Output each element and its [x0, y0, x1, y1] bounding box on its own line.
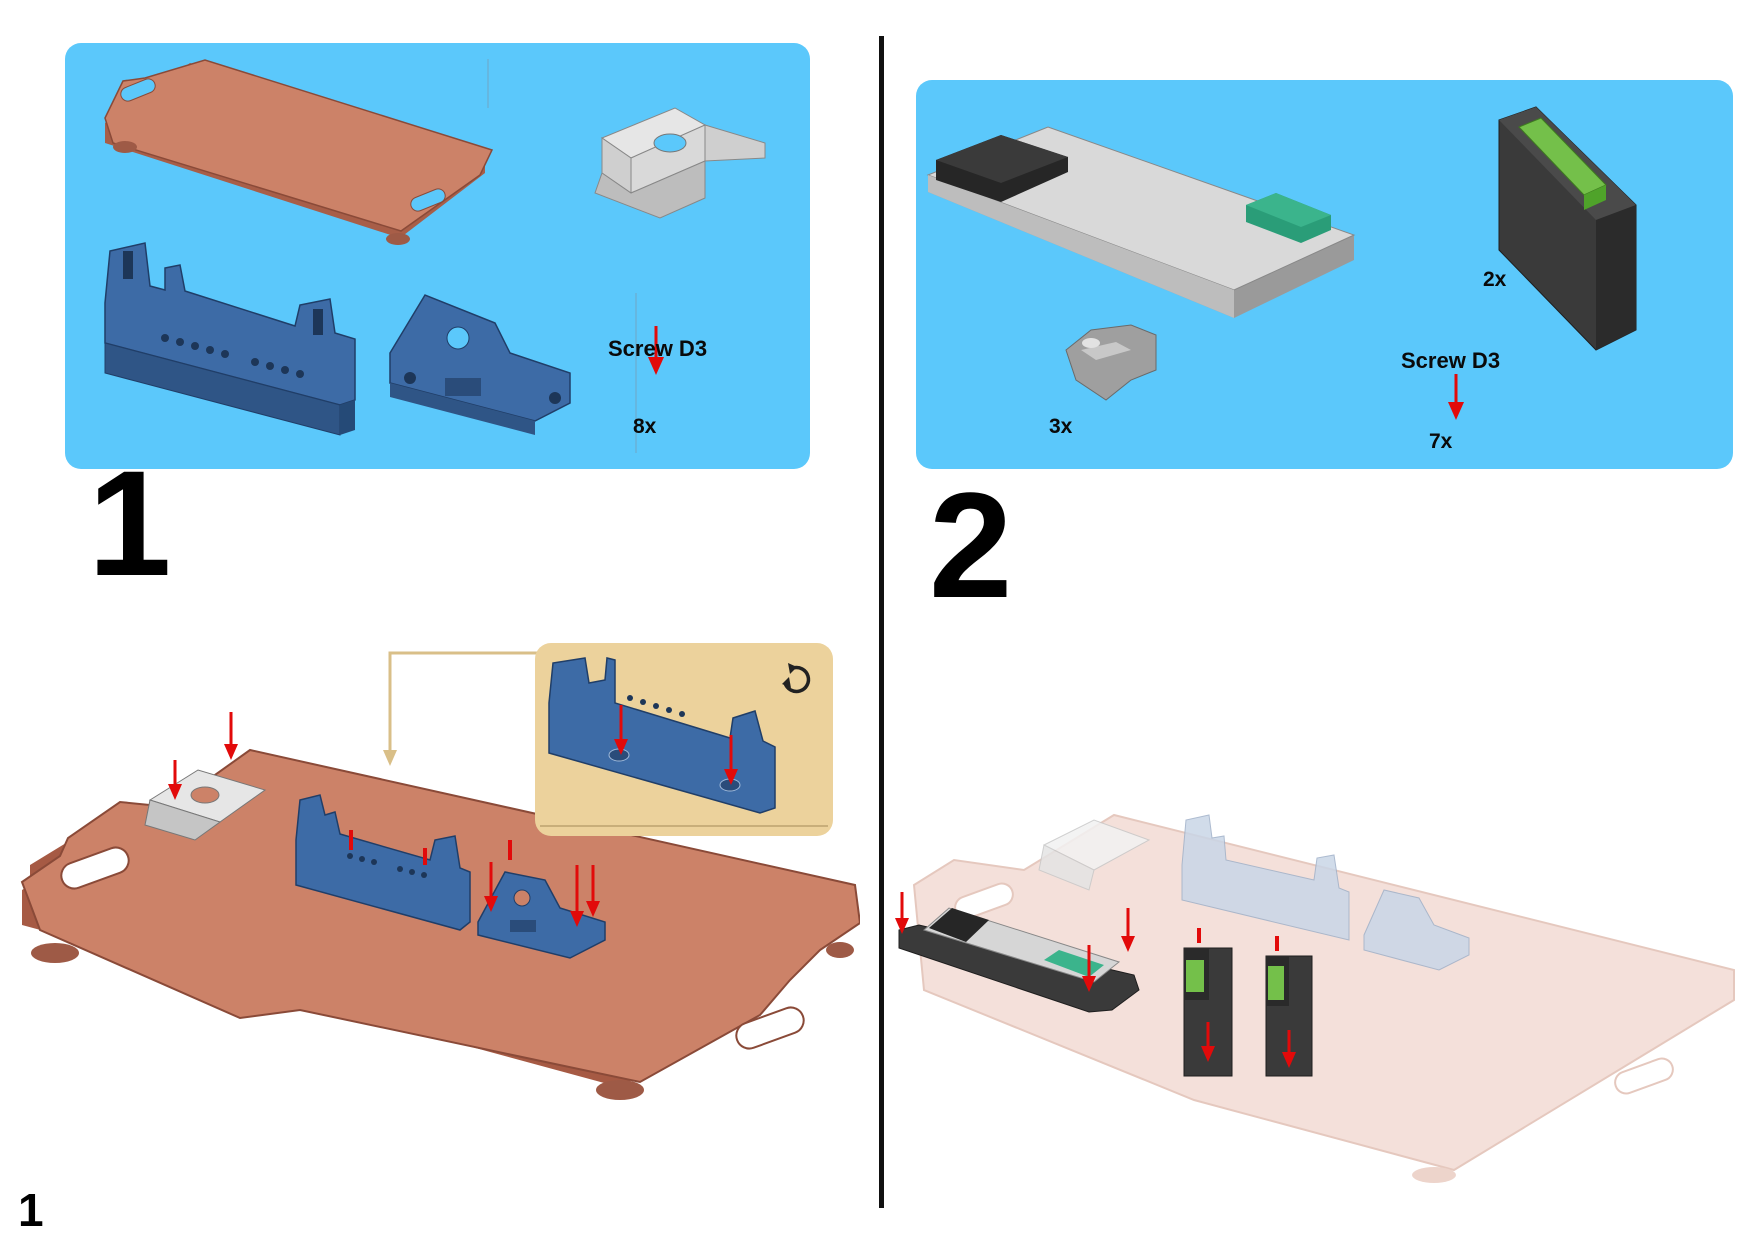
screw-label: Screw D3 — [608, 336, 708, 361]
screw-label: Screw D3 — [1401, 348, 1501, 373]
step-number-1: 1 — [88, 439, 172, 607]
base-plate-part — [104, 59, 494, 245]
screw-arrow-head — [1448, 402, 1464, 420]
step1-assembly-art — [20, 651, 860, 1100]
assembled-long-bracket — [295, 794, 471, 931]
step2-parts-panel: Screw D3 7x 2x 3x — [916, 80, 1733, 469]
callout-screw-arrows — [614, 705, 738, 785]
black-block-part — [1498, 106, 1637, 351]
screw-count: 7x — [1429, 430, 1453, 453]
motor-holder-part — [389, 294, 571, 435]
board-part — [926, 126, 1356, 318]
screw-count: 8x — [633, 415, 657, 438]
callout-art — [540, 657, 828, 827]
assembled-motor-holder — [477, 871, 606, 959]
assembled-block-left — [1183, 947, 1233, 1077]
faded-motor-mount — [1038, 819, 1151, 891]
rotate-icon — [782, 663, 811, 694]
detail-callout — [535, 643, 833, 836]
screw-arrow-head — [648, 357, 664, 375]
assembled-motor-mount — [144, 769, 267, 841]
callout-connector-head — [383, 750, 397, 766]
step-number-2: 2 — [929, 461, 1013, 629]
assembled-board — [898, 907, 1140, 1013]
long-bracket-part — [104, 242, 356, 436]
callout-bracket-part — [548, 657, 776, 814]
faded-long-bracket — [1181, 814, 1350, 941]
screw-arrows-step2 — [895, 892, 1296, 1068]
step-divider — [879, 36, 884, 1208]
step1-parts-panel: Screw D3 8x — [65, 43, 810, 469]
clip-part — [1065, 324, 1157, 401]
motor-mount-part — [594, 107, 766, 219]
substep-number: 1 — [18, 1184, 44, 1236]
step2-assembly-art — [895, 813, 1735, 1183]
callout-connector — [388, 651, 540, 755]
screw-arrows-step1 — [168, 712, 600, 927]
block-count: 2x — [1483, 268, 1507, 291]
clip-count: 3x — [1049, 415, 1073, 438]
step2-parts-art — [926, 106, 1637, 420]
step1-parts-art — [104, 59, 766, 453]
faded-motor-holder — [1363, 889, 1470, 971]
